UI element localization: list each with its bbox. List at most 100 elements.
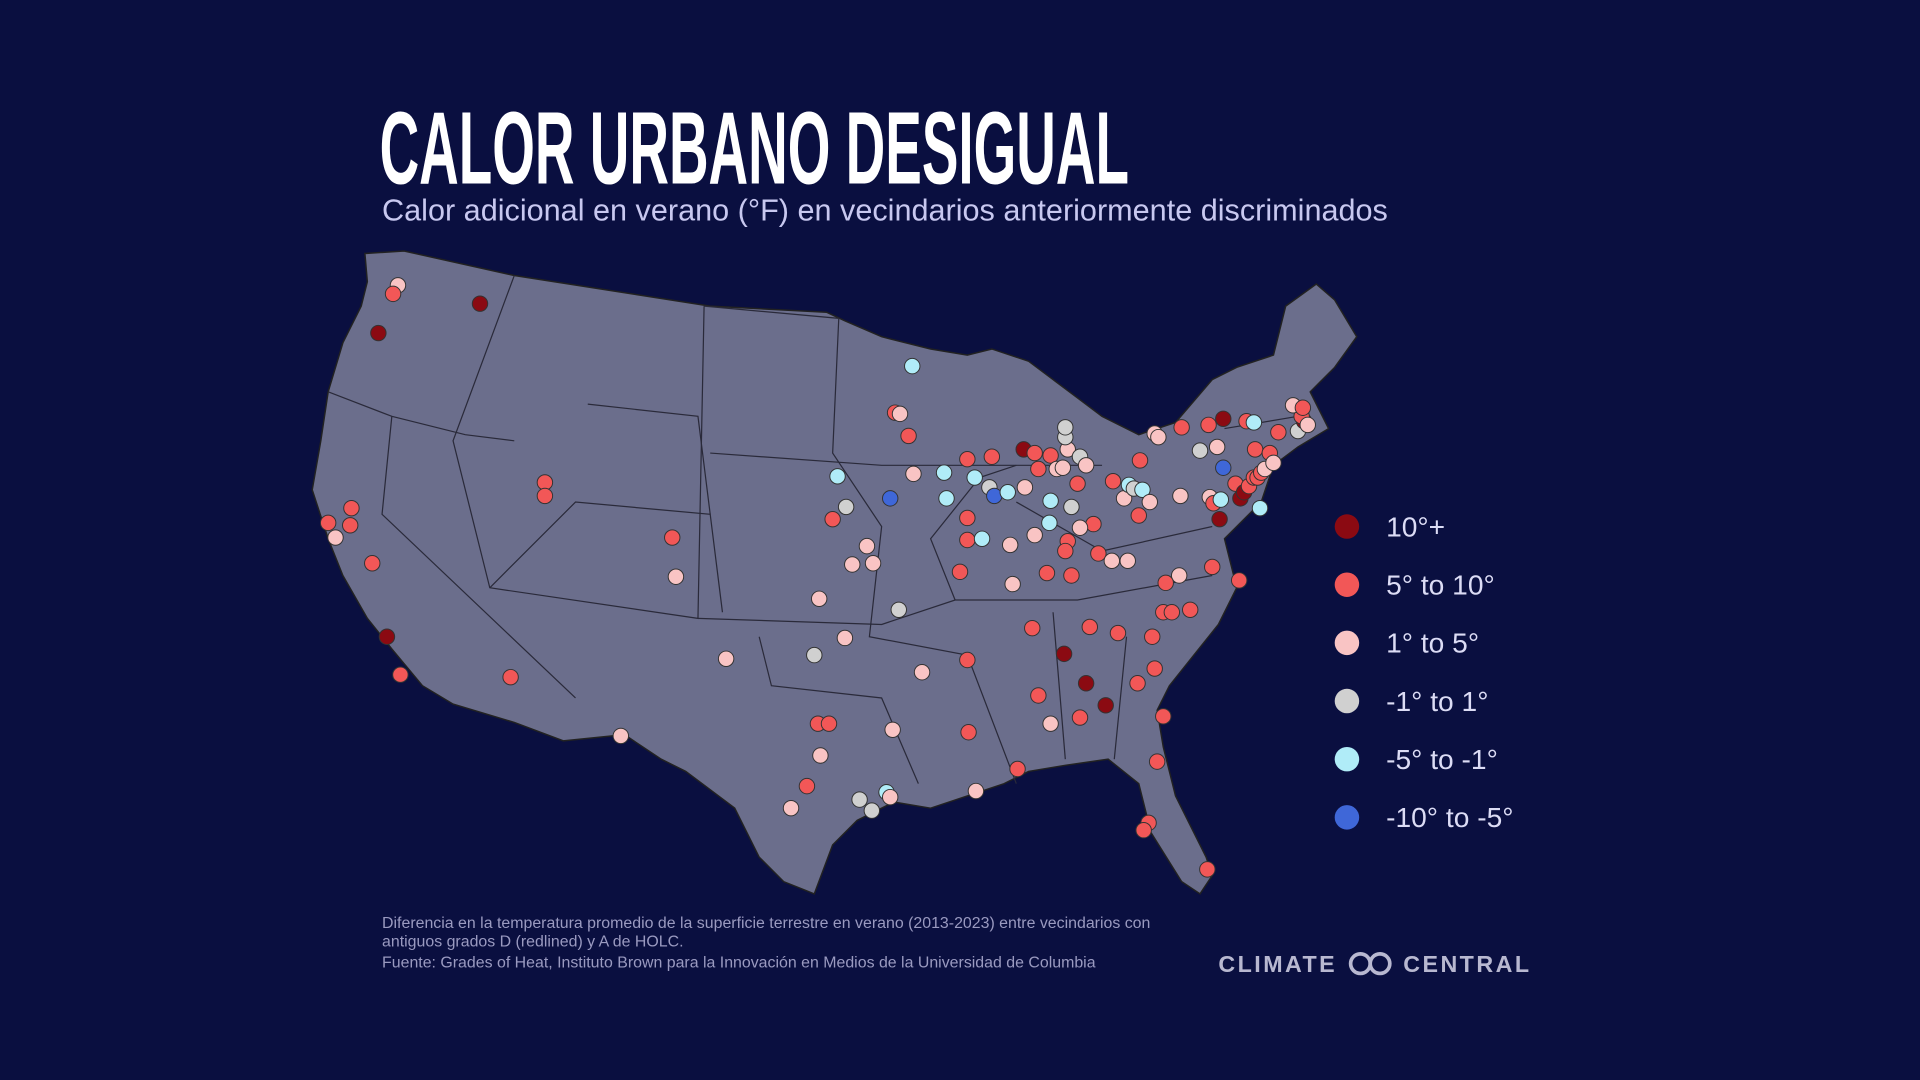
subtitle: Calor adicional en verano (°F) en vecind…	[382, 193, 1388, 227]
city-dot	[1155, 708, 1172, 725]
city-dot	[1265, 454, 1282, 472]
city-dot	[1097, 697, 1114, 714]
city-dot	[1038, 564, 1056, 582]
legend-swatch	[1334, 514, 1360, 539]
city-dot	[1041, 514, 1058, 532]
city-dot	[900, 427, 917, 445]
city-dot	[1042, 492, 1059, 510]
city-dot	[1173, 419, 1190, 436]
logo-ring	[1368, 952, 1392, 976]
legend-label: 10°+	[1386, 511, 1445, 542]
city-dot	[1130, 507, 1147, 524]
city-dot	[837, 498, 855, 516]
city-dot	[858, 537, 876, 555]
city-dot	[1004, 575, 1021, 593]
city-dot	[612, 727, 630, 745]
legend-label: -5° to -1°	[1386, 744, 1498, 775]
city-dot	[1144, 628, 1161, 645]
city-dot	[1030, 687, 1047, 704]
city-dot	[1199, 861, 1216, 878]
city-dot	[1055, 645, 1073, 663]
city-dot	[905, 465, 922, 483]
legend-swatch	[1334, 630, 1360, 656]
city-dot	[1146, 660, 1163, 677]
legend-label: -10° to -5°	[1386, 802, 1513, 833]
logo-right: CENTRAL	[1403, 951, 1531, 977]
city-dot	[1042, 715, 1059, 732]
logo: CLIMATE CENTRAL	[1218, 951, 1531, 977]
city-dot	[1103, 552, 1121, 570]
city-dot	[1215, 459, 1232, 476]
city-dot	[986, 487, 1003, 505]
city-dot	[1119, 552, 1136, 570]
city-dot	[864, 555, 882, 572]
city-dot	[836, 629, 854, 647]
city-dot	[1245, 414, 1263, 431]
city-dot	[1208, 438, 1226, 456]
city-dot	[392, 666, 409, 683]
city-dot	[1157, 574, 1174, 592]
city-dot	[1141, 493, 1159, 511]
city-dot	[882, 788, 899, 806]
city-dot	[667, 568, 685, 585]
city-dot	[1212, 491, 1230, 508]
city-dot	[999, 484, 1016, 501]
city-dot	[967, 782, 985, 800]
city-dot	[959, 651, 976, 669]
city-dot	[782, 799, 800, 817]
city-dot	[1134, 481, 1151, 499]
city-dot	[1077, 675, 1095, 692]
city-dot	[960, 724, 977, 741]
city-dot	[1294, 399, 1312, 416]
city-dot	[810, 590, 828, 607]
city-dot	[959, 531, 976, 549]
legend-label: 1° to 5°	[1386, 628, 1479, 659]
us-outline	[311, 250, 1358, 895]
city-dot	[1182, 601, 1199, 619]
city-dot	[1163, 604, 1181, 621]
city-dot	[1170, 567, 1188, 584]
city-dot	[935, 464, 953, 481]
city-dot	[806, 646, 823, 664]
city-dot	[1057, 542, 1074, 560]
city-dot	[959, 450, 976, 468]
city-dot	[1030, 460, 1047, 478]
logo-left: CLIMATE	[1218, 951, 1337, 977]
city-dot	[364, 555, 381, 572]
city-dot	[1299, 416, 1316, 434]
city-dot	[959, 509, 976, 527]
city-dot	[1026, 526, 1043, 544]
legend-swatch	[1334, 572, 1360, 597]
city-dot	[904, 357, 921, 375]
city-dot	[1042, 447, 1059, 464]
city-dot	[1057, 419, 1074, 436]
city-dot	[1230, 572, 1248, 589]
city-dot	[384, 285, 402, 303]
footnote: antiguos grados D (redlined) y A de HOLC…	[382, 934, 683, 951]
legend: 10°+ 5° to 10° 1° to 5° -1° to 1° -5° to -1°…	[1334, 511, 1514, 833]
city-dot	[1063, 567, 1080, 584]
city-dot	[890, 601, 907, 619]
city-dot	[1081, 618, 1099, 636]
city-dot	[1104, 473, 1122, 490]
city-dot	[882, 490, 899, 507]
source: Fuente: Grades of Heat, Instituto Brown …	[382, 954, 1096, 971]
city-dot	[891, 405, 909, 423]
city-dot	[1215, 410, 1232, 427]
city-dot	[1071, 709, 1089, 726]
city-dot	[370, 324, 387, 342]
city-dot	[1002, 536, 1019, 554]
city-dot	[798, 777, 816, 795]
legend-label: 5° to 10°	[1386, 569, 1495, 600]
city-dot	[913, 664, 931, 681]
city-dot	[1026, 444, 1043, 462]
city-dot	[1071, 519, 1089, 536]
city-dot	[664, 529, 681, 546]
city-dot	[717, 650, 735, 667]
city-dot	[1191, 442, 1209, 459]
city-dot	[343, 499, 360, 517]
legend-swatch	[1334, 746, 1360, 772]
city-dot	[1131, 452, 1149, 469]
legend-label: -1° to 1°	[1386, 686, 1488, 717]
